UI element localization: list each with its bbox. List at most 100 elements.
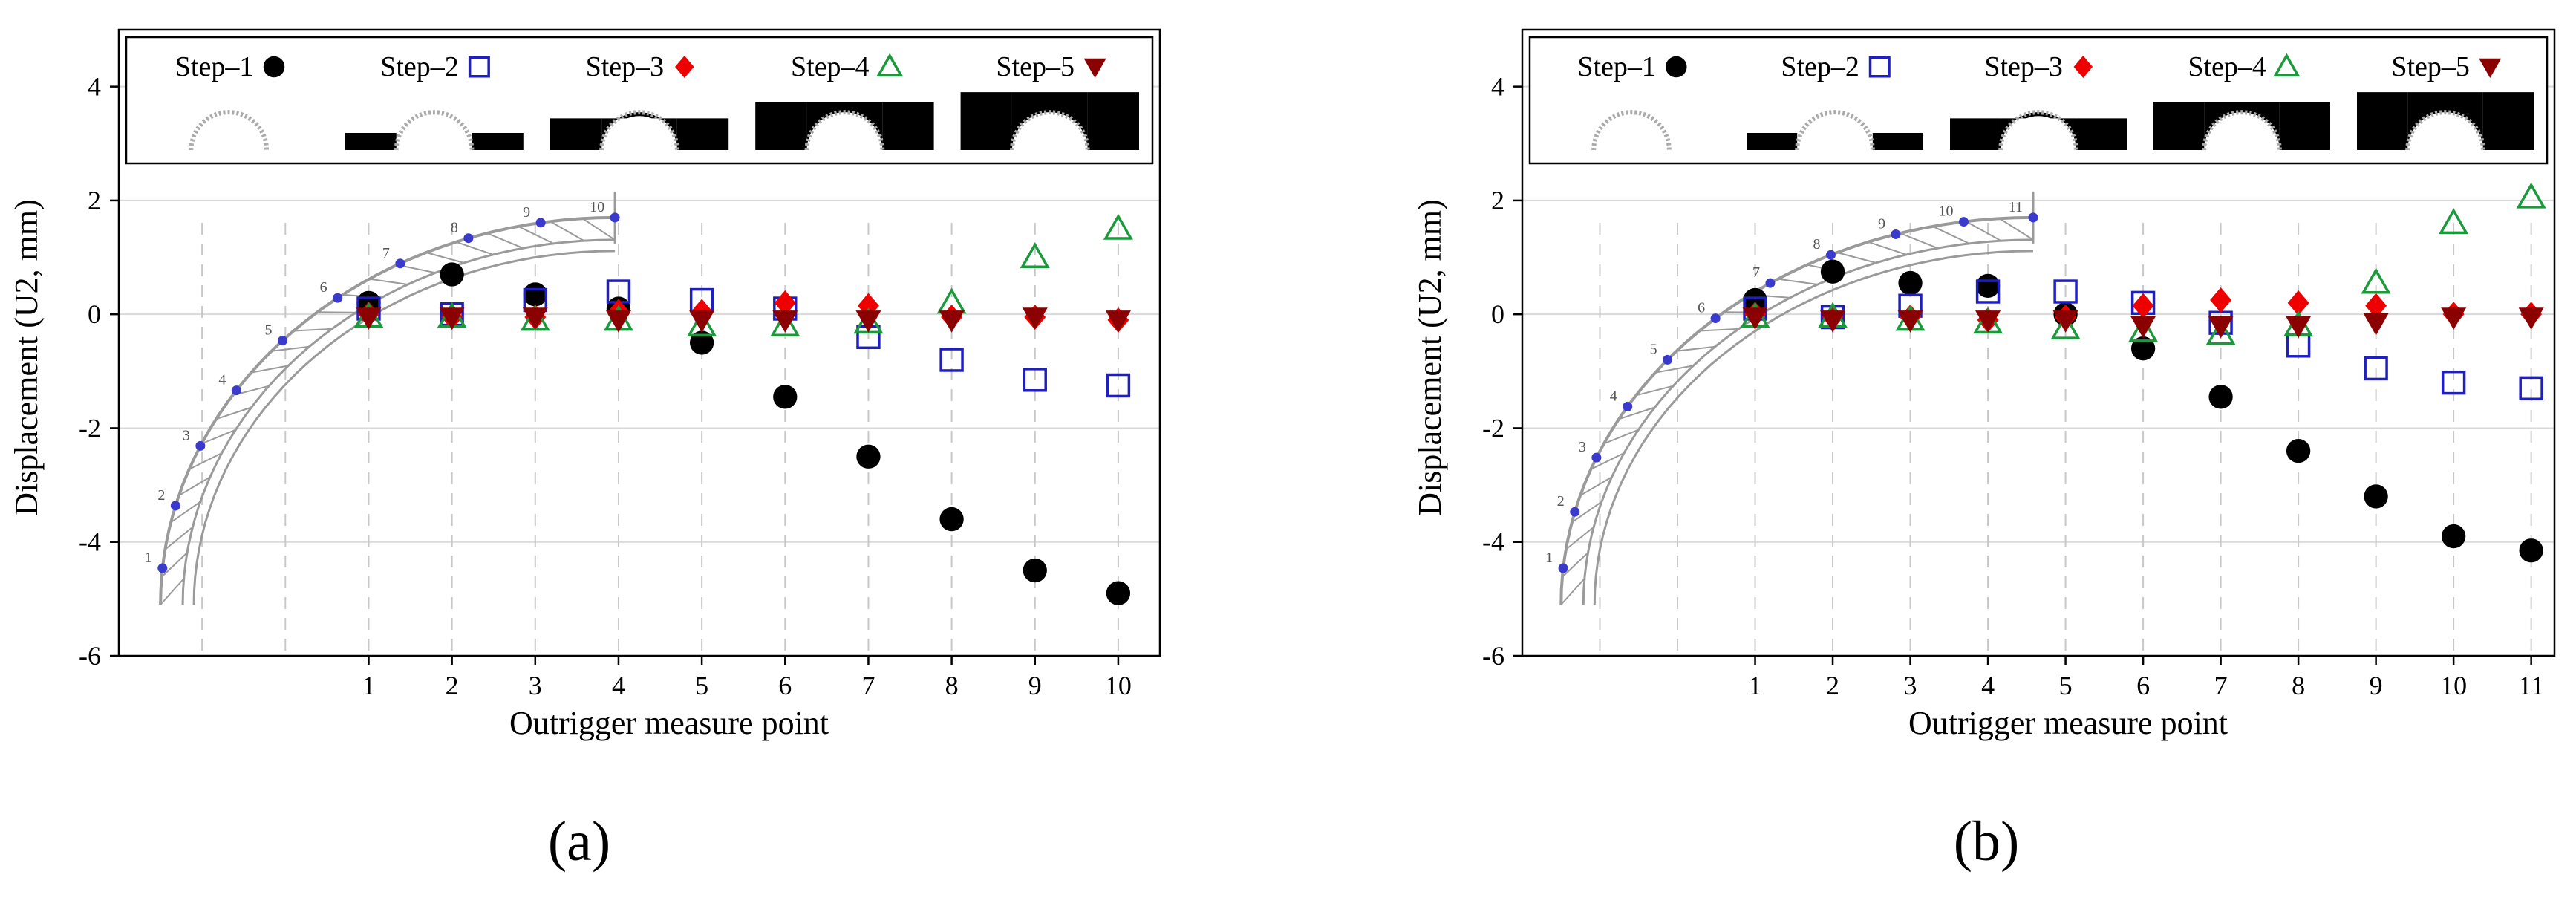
data-point (1820, 310, 1846, 333)
data-point (1023, 558, 1047, 583)
legend-label: Step–4 (2188, 51, 2266, 82)
truss-web (550, 221, 585, 242)
x-tick-label: 7 (2214, 671, 2228, 700)
truss-web (455, 241, 494, 255)
arch-thumbnail (599, 110, 679, 151)
truss-point (1663, 354, 1673, 365)
legend-marker (1083, 58, 1106, 78)
data-point (689, 330, 714, 355)
tunnel-opening (2004, 116, 2073, 150)
arch-thumbnail (1998, 110, 2078, 151)
truss-web (189, 452, 223, 470)
truss-point (1891, 229, 1901, 239)
x-tick-label: 1 (362, 671, 375, 700)
y-tick-label: 4 (1491, 72, 1504, 102)
data-point (2363, 313, 2389, 336)
arch-thumbnail (2405, 110, 2485, 151)
truss-web (1932, 225, 1970, 244)
y-tick-label: -6 (79, 641, 101, 671)
truss-point-label: 4 (1610, 388, 1617, 404)
x-tick-label: 3 (1904, 671, 1917, 700)
y-tick-label: 2 (1491, 186, 1504, 215)
arch-thumbnail (804, 110, 885, 151)
legend-marker (263, 56, 285, 78)
truss-point (333, 293, 343, 303)
truss-point (231, 385, 241, 396)
data-point (1743, 287, 1767, 313)
x-tick-label: 4 (612, 671, 625, 700)
truss-web (1999, 218, 2034, 241)
data-point (2361, 267, 2391, 294)
data-point (687, 310, 717, 337)
x-tick-label: 9 (1028, 671, 1042, 700)
x-tick-label: 10 (2440, 671, 2467, 700)
truss-point-label: 2 (157, 487, 165, 504)
truss-point-label: 11 (2009, 199, 2023, 215)
x-tick-label: 3 (529, 671, 542, 700)
truss-point (170, 501, 180, 511)
x-tick-label: 2 (1826, 671, 1839, 700)
truss-web (1966, 221, 2002, 242)
data-point (2286, 438, 2311, 463)
data-point (2130, 336, 2156, 361)
truss-web (1635, 385, 1674, 397)
x-tick-label: 5 (695, 671, 708, 700)
y-tick-label: -2 (1482, 413, 1504, 443)
x-tick-label: 11 (2518, 671, 2544, 700)
axes-frame (1521, 28, 2556, 657)
panel-label-b: (b) (1953, 810, 2020, 873)
truss-point (1765, 278, 1776, 288)
data-point (523, 282, 547, 307)
legend-marker (2073, 56, 2093, 78)
data-point (2365, 293, 2387, 319)
truss-point-label: 7 (1752, 264, 1760, 281)
data-point (2518, 307, 2544, 330)
data-point (1742, 307, 1768, 330)
x-tick-label: 8 (945, 671, 959, 700)
x-tick-label: 1 (1749, 671, 1762, 700)
series-step-5 (356, 307, 1131, 333)
legend-marker (876, 53, 904, 76)
excavation-thumbnail (2204, 102, 2280, 150)
truss-web (1560, 578, 1585, 605)
data-point (939, 310, 965, 333)
data-point (356, 307, 382, 330)
arch-thumbnail (2202, 110, 2282, 151)
data-point (2519, 538, 2543, 563)
data-point (2364, 484, 2388, 509)
panel-label-a: (a) (547, 810, 611, 873)
truss-point-label: 5 (1650, 341, 1657, 357)
truss-chord (1582, 238, 2034, 605)
legend-label: Step–4 (791, 51, 870, 82)
truss-point (1623, 401, 1633, 411)
y-tick-label: -6 (1482, 641, 1504, 671)
truss-web (317, 311, 356, 313)
y-tick-label: 0 (1491, 299, 1504, 329)
x-tick-label: 6 (2136, 671, 2150, 700)
truss-point-label: 1 (145, 550, 152, 566)
arch-thumbnail (1591, 110, 1672, 151)
truss-web (1571, 501, 1602, 524)
truss-web (581, 218, 616, 241)
legend-label: Step–5 (996, 51, 1075, 82)
x-axis-label: Outrigger measure point (1908, 705, 2228, 741)
excavation-thumbnail (2407, 92, 2483, 150)
data-point (1022, 307, 1048, 330)
truss-point (195, 440, 206, 451)
x-tick-label: 8 (2292, 671, 2305, 700)
data-point (2441, 524, 2466, 549)
truss-point-label: 10 (1938, 203, 1953, 220)
truss-web (1618, 406, 1655, 420)
data-point (2208, 316, 2234, 339)
y-tick-label: -4 (79, 527, 101, 557)
data-point (1103, 213, 1133, 240)
truss-web (293, 328, 333, 332)
data-point (2519, 376, 2543, 401)
truss-point (463, 233, 474, 244)
truss-point-label: 8 (451, 220, 458, 236)
excavation-thumbnail (1950, 118, 2127, 150)
data-point (2441, 307, 2467, 330)
legend-marker (468, 56, 490, 78)
excavation-thumbnail (345, 133, 524, 150)
data-point (770, 310, 800, 337)
